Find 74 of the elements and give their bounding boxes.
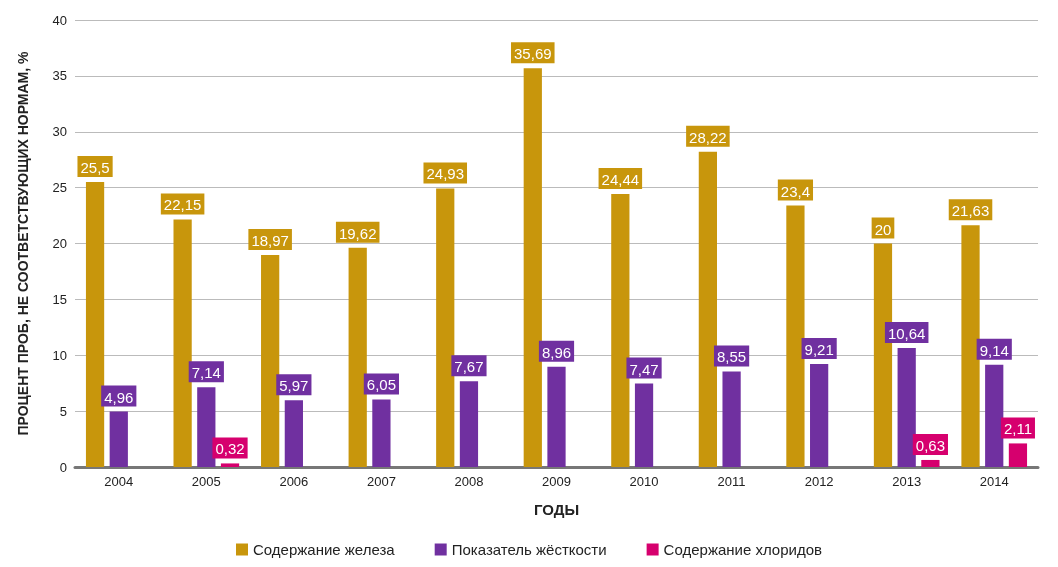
- bar: [921, 459, 940, 467]
- bar: [611, 193, 630, 467]
- bar: [547, 366, 566, 467]
- bar: [698, 151, 717, 467]
- data-label: 5,97: [279, 377, 309, 395]
- data-label: 18,97: [251, 232, 289, 250]
- x-tick-label: 2006: [279, 474, 309, 489]
- data-label: 22,15: [163, 196, 202, 214]
- x-tick-label: 2009: [542, 474, 571, 489]
- bar: [436, 188, 455, 467]
- x-tick-label: 2004: [104, 474, 134, 489]
- bar: [85, 182, 105, 467]
- data-label: 9,14: [979, 341, 1009, 359]
- bar: [348, 247, 367, 467]
- bar: [897, 348, 916, 467]
- data-label: 8,55: [716, 348, 747, 366]
- bar: [961, 225, 980, 467]
- x-tick-label: 2013: [892, 474, 922, 489]
- data-label: 6,05: [366, 376, 397, 394]
- y-tick-label: 25: [52, 180, 67, 196]
- y-tick-label: 10: [52, 347, 67, 363]
- data-label: 21,63: [951, 202, 990, 220]
- x-tick-label: 2008: [454, 474, 484, 489]
- bar: [634, 383, 654, 467]
- bar: [985, 364, 1004, 467]
- bar: [220, 463, 240, 467]
- bar: [284, 400, 303, 467]
- data-label: 7,47: [629, 360, 659, 378]
- y-tick-label: 5: [59, 403, 67, 419]
- bar: [261, 255, 280, 467]
- x-tick-label: 2014: [979, 474, 1009, 489]
- y-tick-label: 40: [52, 12, 67, 28]
- bar: [109, 411, 128, 467]
- y-tick-label: 0: [59, 459, 67, 475]
- x-tick-label: 2005: [191, 474, 221, 489]
- data-label: 25,5: [80, 159, 110, 177]
- x-tick-label: 2011: [717, 474, 746, 489]
- y-tick-label: 15: [52, 291, 67, 307]
- bar: [1008, 443, 1028, 467]
- x-tick-label: 2007: [366, 474, 396, 489]
- bar: [810, 364, 829, 467]
- y-tick-label: 20: [52, 236, 67, 251]
- data-label: 7,14: [191, 364, 221, 382]
- data-label: 23,4: [780, 182, 811, 200]
- bar: [786, 205, 805, 467]
- x-axis-title: ГОДЫ: [533, 501, 580, 518]
- bar: [197, 387, 216, 467]
- data-label: 7,67: [454, 358, 484, 376]
- bar: [459, 381, 479, 467]
- data-label: 35,69: [514, 45, 552, 63]
- data-label: 24,44: [601, 170, 640, 188]
- data-label: 2,11: [1003, 420, 1032, 438]
- data-label: 19,62: [338, 224, 377, 242]
- data-label: 20: [874, 220, 892, 238]
- y-tick-label: 30: [52, 124, 67, 140]
- y-tick-label: 35: [52, 68, 67, 84]
- bar: [173, 219, 192, 467]
- legend-label: Содержание железа: [253, 541, 396, 558]
- legend-label: Показатель жёсткости: [451, 541, 607, 558]
- data-label: 0,32: [215, 440, 245, 458]
- data-label: 8,96: [541, 343, 572, 361]
- data-label: 9,21: [804, 341, 834, 359]
- data-label: 24,93: [426, 165, 465, 183]
- data-label: 28,22: [689, 128, 727, 146]
- legend-label: Содержание хлоридов: [663, 541, 823, 558]
- y-axis-title: ПРОЦЕНТ ПРОБ, НЕ СООТВЕТСТВУЮЩИХ НОРМАМ, %: [15, 50, 31, 436]
- x-tick-label: 2010: [629, 474, 659, 489]
- bar: [523, 68, 542, 467]
- data-label: 4,96: [104, 388, 134, 406]
- bar: [722, 371, 741, 467]
- bar: [372, 399, 391, 467]
- data-label: 0,63: [915, 436, 945, 454]
- data-label: 10,64: [887, 325, 926, 343]
- x-tick-label: 2012: [804, 474, 834, 489]
